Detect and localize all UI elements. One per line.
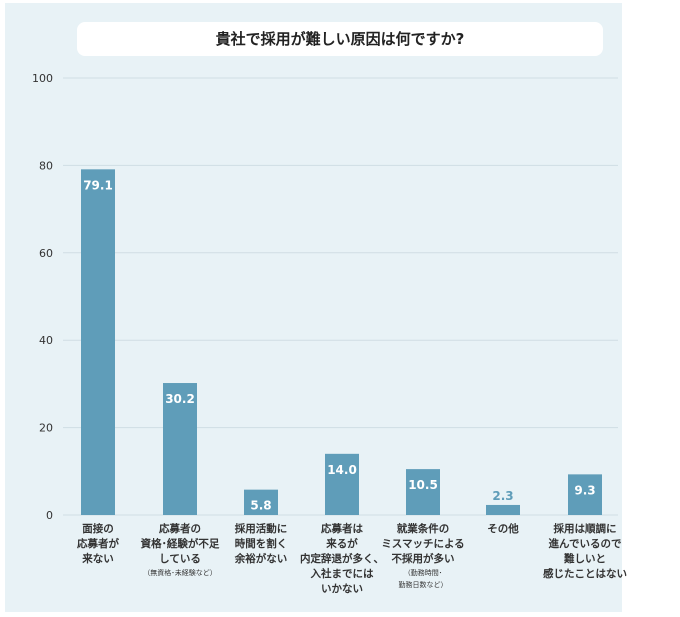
bar	[568, 474, 602, 515]
bar	[81, 169, 115, 515]
bar	[325, 453, 359, 515]
data-label: 9.3	[574, 483, 595, 497]
x-tick-note: （勤務時間･ 勤務日数など）	[398, 569, 448, 589]
data-label: 14.0	[327, 463, 357, 477]
x-tick-label: 面接の 応募者が 来ない	[77, 523, 119, 565]
y-tick-label: 20	[39, 422, 53, 435]
data-label: 30.2	[165, 392, 195, 406]
bar	[244, 489, 278, 515]
bar	[486, 504, 520, 515]
bar	[163, 383, 197, 515]
data-label: 2.3	[492, 489, 513, 503]
y-tick-label: 40	[39, 334, 53, 347]
x-tick-label: 就業条件の ミスマッチによる 不採用が多い （勤務時間･ 勤務日数など）	[375, 522, 471, 591]
x-tick-note: （無資格･未経験など）	[143, 569, 217, 577]
y-tick-label: 0	[46, 509, 53, 522]
data-label: 79.1	[83, 178, 113, 192]
bar	[406, 469, 440, 515]
x-tick-label: その他	[487, 523, 519, 535]
y-tick-label: 80	[39, 159, 53, 172]
x-tick-label: 応募者の 資格･経験が不足 している （無資格･未経験など）	[132, 522, 228, 579]
chart-title: 貴社で採用が難しい原因は何ですか?	[77, 22, 603, 56]
x-tick-label: 応募者は 来るが 内定辞退が多く、 入社までには いかない	[300, 523, 384, 595]
data-label: 10.5	[408, 478, 438, 492]
y-tick-label: 100	[32, 72, 53, 85]
y-tick-label: 60	[39, 247, 53, 260]
data-label: 5.8	[250, 499, 271, 513]
x-tick-label: 採用は順調に 進んでいるので 難しいと 感じたことはない	[543, 523, 627, 580]
x-tick-label: 採用活動に 時間を割く 余裕がない	[234, 523, 288, 565]
